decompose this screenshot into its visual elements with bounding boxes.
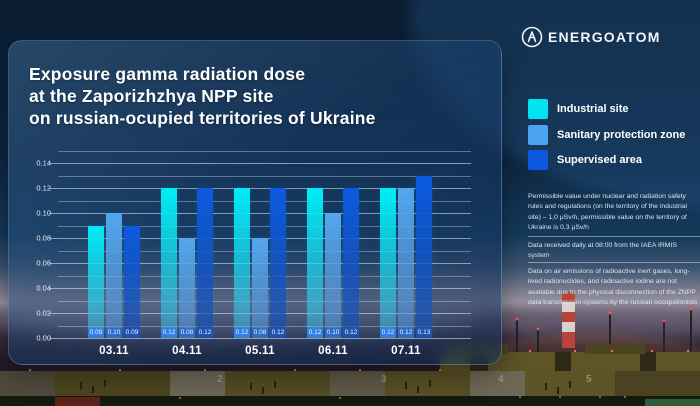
legend-label: Industrial site: [557, 103, 629, 115]
legend-item-industrial-site: Industrial site: [528, 99, 685, 119]
energoatom-logo-icon: [521, 26, 543, 48]
gridline: [58, 225, 471, 227]
y-axis-tick-label: 0.08: [36, 233, 51, 243]
info-air-emissions: Data on air emissions of radioactive ine…: [528, 268, 698, 307]
bar-04.11-series-0: 0.12: [161, 188, 177, 338]
legend-swatch-industrial-site: [528, 99, 548, 119]
bar-04.11-series-1: 0.08: [179, 238, 195, 338]
bar-value-label: 0.12: [234, 328, 250, 337]
legend-swatch-sanitary-protection-zone: [528, 124, 548, 145]
bar-value-label: 0.12: [307, 328, 323, 337]
x-axis-category-label: 06.11: [318, 345, 348, 357]
bar-value-label: 0.13: [416, 328, 432, 337]
legend-item-supervised-area: Supervised area: [528, 150, 685, 170]
y-axis-tick-label: 0.10: [36, 208, 51, 218]
title-line-2: at the Zaporizhzhya NPP site: [29, 86, 274, 106]
bar-07.11-series-2: 0.13: [416, 175, 432, 338]
x-axis-category-label: 04.11: [172, 345, 202, 357]
chart-legend: Industrial site Sanitary protection zone…: [528, 99, 685, 176]
legend-label: Supervised area: [557, 154, 642, 166]
bar-value-label: 0.12: [270, 328, 286, 337]
bar-05.11-series-2: 0.12: [270, 188, 286, 338]
gridline: [49, 163, 471, 165]
bar-06.11-series-2: 0.12: [343, 188, 359, 338]
divider: [528, 262, 700, 263]
bar-03.11-series-2: 0.09: [124, 225, 140, 338]
bar-05.11-series-0: 0.12: [234, 188, 250, 338]
legend-label: Sanitary protection zone: [557, 128, 686, 141]
x-axis-category-label: 05.11: [245, 345, 275, 357]
gridline: [58, 175, 471, 177]
y-axis-tick-label: 0.04: [36, 283, 51, 293]
bar-value-label: 0.12: [343, 328, 359, 337]
legend-item-sanitary-protection-zone: Sanitary protection zone: [528, 124, 686, 145]
y-axis-tick-label: 0.02: [36, 308, 51, 318]
title-line-1: Exposure gamma radiation dose: [29, 64, 306, 84]
y-axis-tick-label: 0.14: [36, 158, 51, 168]
bar-value-label: 0.12: [197, 328, 213, 337]
bar-04.11-series-2: 0.12: [197, 188, 213, 338]
bar-value-label: 0.10: [106, 328, 122, 337]
bar-06.11-series-0: 0.12: [307, 188, 323, 338]
bar-03.11-series-0: 0.09: [88, 225, 104, 338]
masts: [515, 307, 693, 372]
y-axis-tick-label: 0.00: [36, 333, 51, 343]
chart-plot: 0.00 0.02 0.04 0.06 0.08 0.10 0.12 0.14 0.09 0.10…: [36, 151, 471, 357]
info-permissible-values: Permissible value under nuclear and radi…: [528, 193, 688, 232]
bar-value-label: 0.08: [252, 328, 268, 337]
legend-swatch-supervised-area: [528, 150, 548, 170]
vent-stack: [562, 292, 575, 348]
unit-number-5: 5: [586, 374, 592, 385]
bar-value-label: 0.12: [161, 328, 177, 337]
title-line-3: on russian-ocupied territories of Ukrain…: [29, 108, 376, 128]
info-data-source: Data received daily at 08:00 from the IA…: [528, 242, 677, 260]
gridline: [49, 188, 471, 190]
chart-panel: Exposure gamma radiation dose at the Zap…: [8, 40, 502, 365]
bar-05.11-series-1: 0.08: [252, 238, 268, 338]
energoatom-logo-text: ENERGOATOM: [548, 29, 661, 45]
bar-value-label: 0.09: [124, 328, 140, 337]
bar-value-label: 0.08: [179, 328, 195, 337]
y-axis-tick-label: 0.12: [36, 183, 51, 193]
energoatom-logo: ENERGOATOM: [521, 26, 661, 48]
bottom-strip: [0, 396, 700, 406]
y-axis-tick-label: 0.06: [36, 258, 51, 268]
bar-06.11-series-1: 0.10: [325, 213, 341, 338]
bar-value-label: 0.09: [88, 328, 104, 337]
unit-number-4: 4: [498, 374, 504, 385]
unit-number-3: 3: [381, 374, 387, 385]
divider: [528, 236, 700, 237]
gridline: [49, 338, 471, 339]
x-axis-category-label: 07.11: [391, 345, 421, 357]
bar-value-label: 0.12: [380, 328, 396, 337]
bar-value-label: 0.10: [325, 328, 341, 337]
unit-number-2: 2: [217, 374, 223, 385]
gridline: [58, 151, 471, 152]
bar-03.11-series-1: 0.10: [106, 213, 122, 338]
gridline: [49, 213, 471, 215]
x-axis-category-label: 03.11: [99, 345, 129, 357]
bar-value-label: 0.12: [398, 328, 414, 337]
bar-07.11-series-1: 0.12: [398, 188, 414, 338]
page-title: Exposure gamma radiation dose at the Zap…: [29, 63, 376, 129]
gridline: [58, 200, 471, 202]
bar-07.11-series-0: 0.12: [380, 188, 396, 338]
